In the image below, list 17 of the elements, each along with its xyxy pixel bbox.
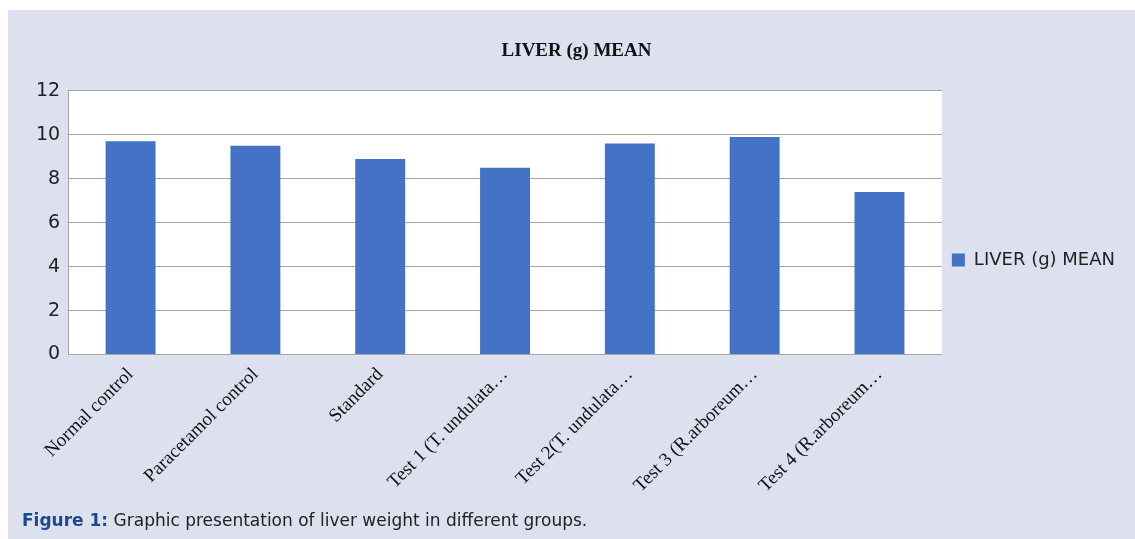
y-tick-label: 0 xyxy=(48,341,61,364)
y-tick-label: 4 xyxy=(48,253,61,276)
bar xyxy=(230,145,281,355)
bar xyxy=(105,141,156,355)
y-tick-label: 6 xyxy=(48,209,61,232)
bar xyxy=(480,167,530,355)
bar xyxy=(604,143,655,355)
y-tick-label: 10 xyxy=(35,121,61,144)
bar xyxy=(355,158,406,355)
y-tick-label: 12 xyxy=(35,77,61,100)
bar xyxy=(729,136,780,355)
y-tick-label: 8 xyxy=(48,165,61,188)
chart-title: LIVER (g) MEAN xyxy=(501,39,652,62)
caption: Figure 1: Graphic presentation of liver weight in different groups. xyxy=(22,510,588,530)
y-tick-label: 2 xyxy=(48,297,61,320)
bar xyxy=(854,191,905,355)
legend-label: LIVER (g) MEAN xyxy=(973,247,1116,269)
